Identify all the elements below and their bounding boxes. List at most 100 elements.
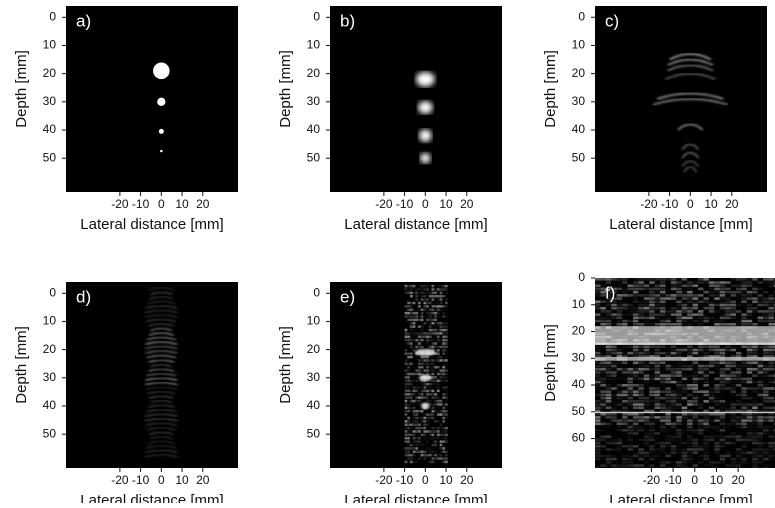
speckle [429, 329, 432, 331]
speckle [682, 368, 687, 371]
speckle [720, 297, 725, 300]
speckle [752, 455, 757, 458]
speckle [714, 426, 719, 429]
speckle [410, 366, 413, 368]
speckle [413, 349, 416, 351]
speckle [649, 378, 654, 381]
speckle [714, 288, 719, 291]
speckle [747, 297, 752, 300]
speckle [703, 390, 708, 393]
speckle [714, 313, 719, 316]
speckle [638, 381, 643, 384]
speckle [638, 445, 643, 448]
speckle [595, 435, 600, 438]
speckle [752, 317, 757, 320]
speckle [747, 394, 752, 397]
speckle [440, 380, 443, 382]
speckle [423, 396, 426, 398]
speckle [445, 339, 448, 341]
speckle [660, 323, 665, 326]
speckle [736, 448, 741, 451]
speckle [649, 281, 654, 284]
speckle [437, 373, 440, 375]
speckle [741, 368, 746, 371]
speckle [644, 442, 649, 445]
speckle [649, 300, 654, 303]
speckle [682, 320, 687, 323]
speckle [768, 361, 773, 364]
speckle [440, 413, 443, 415]
speckle [709, 317, 714, 320]
speckle [423, 461, 426, 463]
speckle [418, 396, 421, 398]
speckle [633, 297, 638, 300]
speckle [633, 439, 638, 442]
speckle [442, 430, 445, 432]
speckle [429, 451, 432, 453]
speckle [768, 461, 773, 464]
speckle [676, 429, 681, 432]
speckle [709, 397, 714, 400]
speckle [407, 386, 410, 388]
speckle [698, 464, 703, 467]
speckle [421, 285, 424, 287]
speckle [622, 349, 627, 352]
speckle [622, 291, 627, 294]
speckle [440, 454, 443, 456]
speckle [747, 413, 752, 416]
speckle [720, 307, 725, 310]
speckle [442, 417, 445, 419]
speckle [407, 427, 410, 429]
speckle [709, 278, 714, 281]
speckle [763, 352, 768, 355]
speckle [628, 432, 633, 435]
speckle [725, 361, 730, 364]
speckle [432, 403, 435, 405]
speckle [611, 416, 616, 419]
speckle [413, 447, 416, 449]
speckle [423, 315, 426, 317]
speckle [720, 416, 725, 419]
speckle [687, 423, 692, 426]
speckle [698, 371, 703, 374]
speckle [423, 440, 426, 442]
speckle [725, 291, 730, 294]
speckle [714, 400, 719, 403]
target [159, 129, 164, 134]
speckle [418, 437, 421, 439]
speckle [429, 342, 432, 344]
speckle [407, 383, 410, 385]
speckle [633, 304, 638, 307]
speckle [415, 346, 418, 348]
speckle [758, 349, 763, 352]
speckle [407, 308, 410, 310]
speckle [671, 291, 676, 294]
speckle [410, 393, 413, 395]
speckle [595, 320, 600, 323]
speckle [437, 410, 440, 412]
speckle [410, 319, 413, 321]
speckle [703, 352, 708, 355]
speckle [442, 305, 445, 307]
speckle [725, 307, 730, 310]
speckle [758, 378, 763, 381]
speckle [676, 455, 681, 458]
speckle [410, 373, 413, 375]
speckle [434, 339, 437, 341]
speckle [445, 390, 448, 392]
speckle [437, 308, 440, 310]
speckle [649, 381, 654, 384]
speckle [418, 417, 421, 419]
speckle [405, 332, 408, 334]
speckle [720, 400, 725, 403]
speckle [633, 458, 638, 461]
speckle [693, 397, 698, 400]
speckle [741, 413, 746, 416]
speckle [445, 440, 448, 442]
speckle [413, 420, 416, 422]
speckle [421, 339, 424, 341]
speckle [693, 455, 698, 458]
speckle [442, 319, 445, 321]
speckle [714, 406, 719, 409]
speckle [633, 400, 638, 403]
